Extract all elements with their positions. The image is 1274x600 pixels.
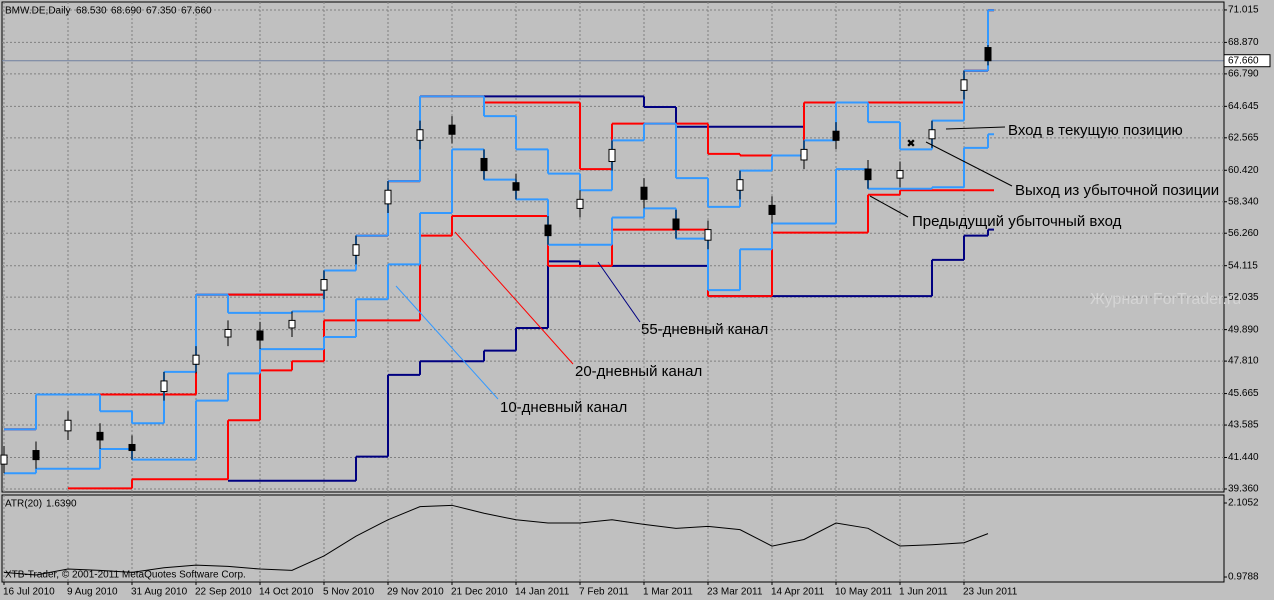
candle-body	[640, 186, 648, 200]
candle-body	[64, 419, 72, 432]
atr-value: 1.6390	[46, 499, 77, 510]
copyright: XTB-Trader, © 2001-2011 MetaQuotes Softw…	[5, 570, 246, 581]
x-tick-label: 23 Mar 2011	[707, 587, 763, 598]
ohlc-close: 67.660	[181, 6, 212, 17]
y-tick-label: 68.870	[1228, 37, 1259, 48]
annotation: 10-дневный канал	[500, 399, 627, 416]
candle-body	[512, 182, 520, 191]
candle-body	[160, 380, 168, 393]
atr-tick-label: 2.1052	[1228, 498, 1259, 509]
y-tick-label: 52.035	[1228, 292, 1259, 303]
candle-body	[864, 168, 872, 181]
atr-line	[3, 504, 989, 576]
candle-body	[256, 330, 264, 341]
pointer	[454, 231, 574, 365]
candle-body	[672, 218, 680, 231]
candle-body	[736, 179, 744, 191]
ohlc-open: 68.530	[76, 6, 107, 17]
y-tick-label: 41.440	[1228, 452, 1259, 463]
candle-body	[544, 224, 552, 237]
pointer	[945, 126, 1006, 130]
atr-tick-label: 0.9788	[1228, 572, 1259, 583]
candle-body	[96, 431, 104, 441]
x-tick-label: 7 Feb 2011	[579, 587, 629, 598]
x-tick-label: 29 Nov 2010	[387, 587, 444, 598]
candle-body	[0, 454, 8, 465]
y-tick-label: 49.890	[1228, 324, 1259, 335]
pointer	[869, 195, 909, 218]
y-tick-label: 43.585	[1228, 420, 1259, 431]
y-tick-label: 47.810	[1228, 356, 1259, 367]
annotation: 20-дневный канал	[575, 363, 702, 380]
ohlc-low: 67.350	[146, 6, 177, 17]
y-tick-label: 56.260	[1228, 228, 1259, 239]
y-tick-label: 39.360	[1228, 484, 1259, 495]
y-tick-label: 64.645	[1228, 101, 1259, 112]
candle-body	[288, 319, 296, 329]
candle-body	[704, 229, 712, 241]
x-tick-label: 14 Oct 2010	[259, 587, 314, 598]
x-tick-label: 1 Jun 2011	[899, 587, 948, 598]
atr-panel	[1, 494, 1225, 583]
candle-body	[192, 354, 200, 365]
x-tick-label: 22 Sep 2010	[195, 587, 252, 598]
x-tick-label: 21 Dec 2010	[451, 587, 508, 598]
candle-body	[928, 129, 936, 140]
candle-body	[320, 279, 328, 291]
axes: 71.015 68.870 66.790 64.645 62.565 60.420 58.3…	[3, 5, 1271, 598]
candle-body	[224, 328, 232, 338]
candle-body	[768, 204, 776, 215]
x-tick-label: 16 Jul 2010	[3, 587, 55, 598]
ohlc-high: 68.690	[111, 6, 142, 17]
candle-body	[800, 148, 808, 161]
current-price-label: 67.660	[1228, 55, 1259, 66]
x-tick-label: 14 Jan 2011	[515, 587, 570, 598]
x-tick-label: 23 Jun 2011	[963, 587, 1018, 598]
x-tick-label: 10 May 2011	[835, 587, 893, 598]
candle-body	[480, 157, 488, 172]
main-panel	[1, 1, 1225, 493]
candle-body	[896, 170, 904, 179]
y-tick-label: 58.340	[1228, 196, 1259, 207]
watermark: Журнал ForTrader.ru	[1090, 291, 1241, 308]
candle-body	[960, 79, 968, 91]
candle-body	[384, 189, 392, 205]
candle-body	[984, 47, 992, 62]
candles	[0, 45, 992, 576]
pointers: ✖	[395, 126, 1013, 400]
y-tick-label: 71.015	[1228, 5, 1259, 16]
candle-body	[416, 129, 424, 141]
candle-body	[832, 130, 840, 141]
candle-body	[448, 124, 456, 135]
y-tick-label: 45.665	[1228, 388, 1259, 399]
candle-body	[128, 443, 136, 452]
y-tick-label: 62.565	[1228, 132, 1259, 143]
y-tick-label: 54.115	[1228, 260, 1258, 271]
entry-marker: ✖	[906, 138, 915, 150]
annotation: 55-дневный канал	[641, 321, 768, 338]
candle-body	[576, 198, 584, 209]
candle-body	[32, 450, 40, 461]
y-tick-label: 66.790	[1228, 69, 1259, 80]
y-tick-label: 60.420	[1228, 165, 1259, 176]
pointer	[395, 285, 499, 400]
annotation: Выход из убыточной позиции	[1015, 182, 1219, 199]
pointer	[597, 261, 641, 323]
x-tick-label: 5 Nov 2010	[323, 587, 375, 598]
x-tick-label: 31 Aug 2010	[131, 587, 188, 598]
symbol: BMW.DE,Daily	[5, 6, 71, 17]
candle-body	[608, 148, 616, 162]
current-price-tag	[1223, 54, 1271, 68]
pointer	[925, 141, 1013, 187]
atr-name: ATR(20)	[5, 499, 42, 510]
x-tick-label: 1 Mar 2011	[643, 587, 693, 598]
x-tick-label: 14 Apr 2011	[771, 587, 825, 598]
annotation: Предыдущий убыточный вход	[912, 213, 1122, 230]
candle-body	[352, 244, 360, 256]
x-tick-label: 9 Aug 2010	[67, 587, 118, 598]
annotation: Вход в текущую позицию	[1008, 122, 1183, 139]
